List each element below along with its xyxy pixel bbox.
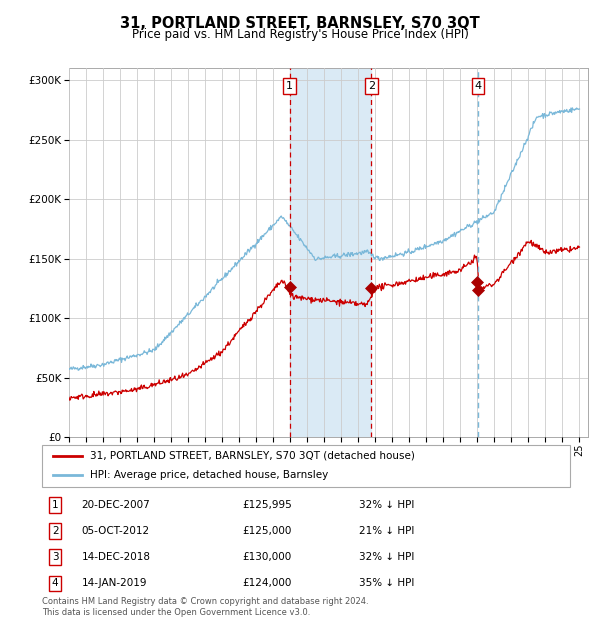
Text: 05-OCT-2012: 05-OCT-2012 xyxy=(82,526,150,536)
Text: 32% ↓ HPI: 32% ↓ HPI xyxy=(359,500,414,510)
FancyBboxPatch shape xyxy=(42,445,570,487)
Text: 20-DEC-2007: 20-DEC-2007 xyxy=(82,500,151,510)
Text: 35% ↓ HPI: 35% ↓ HPI xyxy=(359,578,414,588)
Text: 4: 4 xyxy=(52,578,59,588)
Text: 32% ↓ HPI: 32% ↓ HPI xyxy=(359,552,414,562)
Text: £124,000: £124,000 xyxy=(242,578,292,588)
Text: 3: 3 xyxy=(52,552,59,562)
Bar xyxy=(290,68,371,437)
Text: 1: 1 xyxy=(286,81,293,91)
Text: 14-DEC-2018: 14-DEC-2018 xyxy=(82,552,151,562)
Text: Contains HM Land Registry data © Crown copyright and database right 2024.
This d: Contains HM Land Registry data © Crown c… xyxy=(42,598,368,617)
Text: 1: 1 xyxy=(52,500,59,510)
Text: 14-JAN-2019: 14-JAN-2019 xyxy=(82,578,147,588)
Text: HPI: Average price, detached house, Barnsley: HPI: Average price, detached house, Barn… xyxy=(89,471,328,480)
Text: 2: 2 xyxy=(52,526,59,536)
Text: 21% ↓ HPI: 21% ↓ HPI xyxy=(359,526,414,536)
Text: 2: 2 xyxy=(368,81,375,91)
Text: £125,000: £125,000 xyxy=(242,526,292,536)
Text: 31, PORTLAND STREET, BARNSLEY, S70 3QT (detached house): 31, PORTLAND STREET, BARNSLEY, S70 3QT (… xyxy=(89,451,415,461)
Text: £130,000: £130,000 xyxy=(242,552,292,562)
Text: 4: 4 xyxy=(475,81,482,91)
Text: Price paid vs. HM Land Registry's House Price Index (HPI): Price paid vs. HM Land Registry's House … xyxy=(131,28,469,41)
Text: 31, PORTLAND STREET, BARNSLEY, S70 3QT: 31, PORTLAND STREET, BARNSLEY, S70 3QT xyxy=(120,16,480,30)
Text: £125,995: £125,995 xyxy=(242,500,292,510)
